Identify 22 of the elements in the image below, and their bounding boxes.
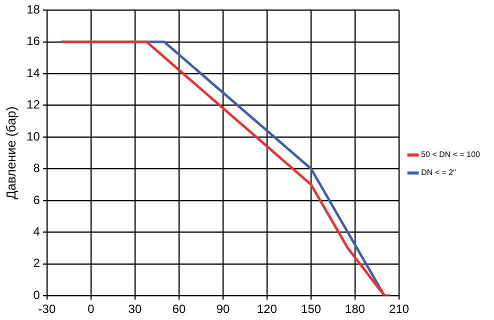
y-tick-label: 2 (33, 256, 40, 270)
y-tick-label: 16 (26, 34, 40, 48)
y-tick-label: 6 (33, 192, 40, 207)
legend-label: DN < = 2" (421, 168, 456, 178)
x-tick-label: 150 (301, 302, 322, 316)
y-tick-label: 4 (33, 224, 40, 238)
y-tick-label: 0 (33, 288, 40, 302)
x-tick-label: 0 (88, 302, 95, 316)
y-tick-label: 12 (26, 98, 40, 112)
x-tick-label: 30 (128, 302, 142, 316)
x-tick-label: 60 (172, 302, 186, 316)
legend-label: 50 < DN < = 100 (421, 150, 481, 160)
y-tick-label: 8 (33, 161, 40, 176)
x-tick-label: 180 (345, 302, 366, 316)
x-tick-label: 210 (389, 302, 410, 316)
y-tick-label: 10 (26, 129, 40, 144)
y-axis-title: Давление (бар) (3, 106, 18, 200)
x-tick-label: -30 (38, 302, 56, 316)
x-tick-label: 120 (257, 302, 278, 316)
y-tick-label: 14 (26, 66, 40, 80)
x-tick-label: 90 (216, 302, 230, 316)
y-tick-label: 18 (26, 2, 40, 17)
